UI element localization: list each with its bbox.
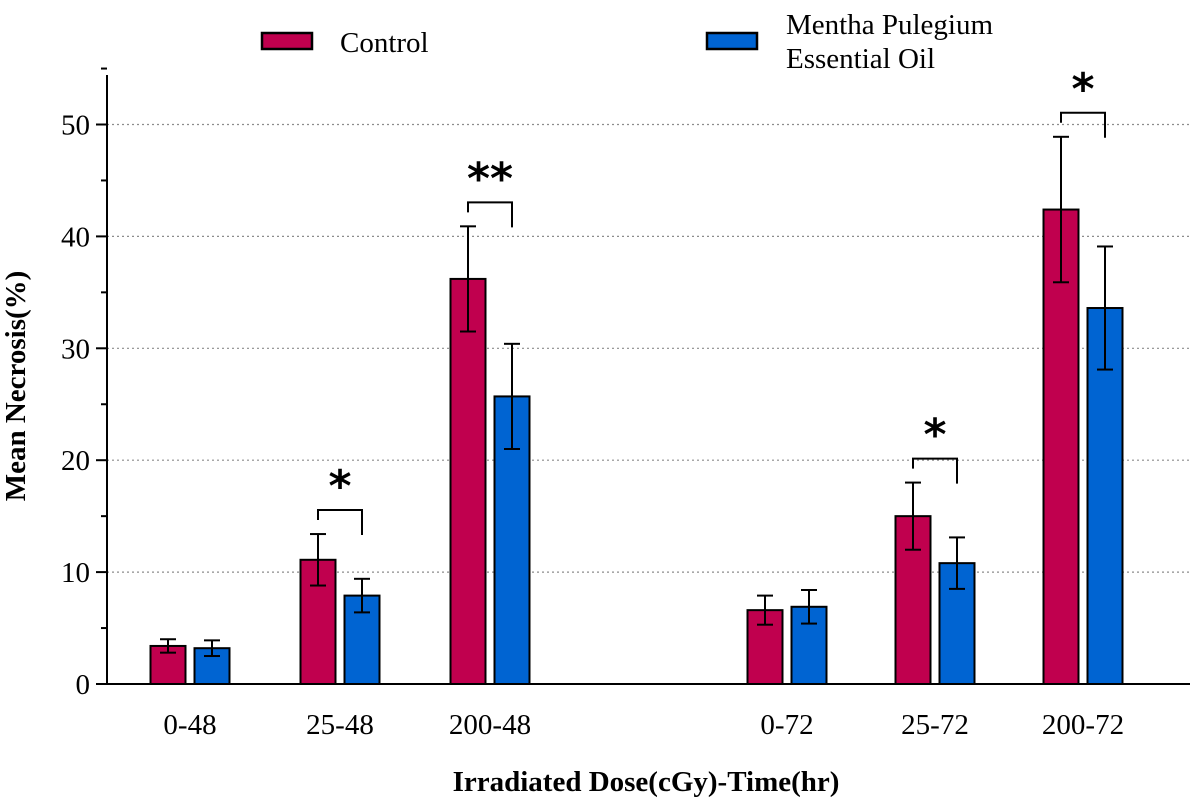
significance-bracket <box>467 201 513 228</box>
x-tick-label: 25-72 <box>901 709 969 741</box>
legend-swatch-control <box>260 31 314 51</box>
legend: Control Mentha Pulegium Essential Oil <box>260 9 1000 75</box>
significance-label: * <box>328 461 351 512</box>
y-tick-label: 20 <box>61 445 90 477</box>
y-tick-label: 50 <box>61 110 90 142</box>
x-tick-label: 0-72 <box>760 709 813 741</box>
y-tick-label: 30 <box>61 333 90 365</box>
y-tick-label: 40 <box>61 221 90 253</box>
y-tick-label: 0 <box>76 669 91 701</box>
gridlines <box>107 123 1190 573</box>
x-tick-label: 0-48 <box>163 709 216 741</box>
y-axis-title: Mean Necrosis(%) <box>0 271 32 502</box>
x-axis-title: Irradiated Dose(cGy)-Time(hr) <box>453 766 840 798</box>
legend-label-control: Control <box>340 27 429 59</box>
y-tick-label: 10 <box>61 557 90 589</box>
x-tick-label: 200-48 <box>449 709 531 741</box>
significance-markers: ***** <box>317 64 1106 536</box>
axes: 0 10 20 30 40 50 0-48 25-48 200-48 0-72 25-72 200-7… <box>61 67 1190 741</box>
legend-label-mentha: Mentha Pulegium Essential Oil <box>786 9 1000 75</box>
significance-bracket <box>912 457 958 484</box>
bar-control <box>1042 208 1080 685</box>
significance-bracket <box>317 509 363 536</box>
significance-label: * <box>923 410 946 461</box>
bar-control <box>449 277 487 685</box>
significance-label: * <box>1071 64 1094 115</box>
legend-swatch-mentha <box>705 31 759 51</box>
x-tick-label: 200-72 <box>1042 709 1124 741</box>
significance-label: ** <box>467 153 513 204</box>
bars <box>149 135 1124 686</box>
legend-label-mentha-line2: Essential Oil <box>786 43 935 75</box>
legend-label-mentha-line1: Mentha Pulegium <box>786 9 993 41</box>
x-tick-label: 25-48 <box>306 709 374 741</box>
significance-bracket <box>1060 111 1106 138</box>
